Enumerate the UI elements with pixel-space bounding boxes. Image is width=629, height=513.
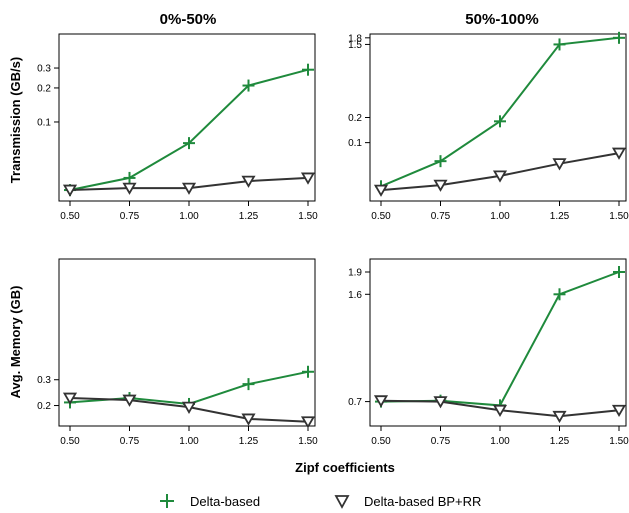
data-point-bprr <box>552 410 567 424</box>
data-point-delta <box>494 115 506 128</box>
y-tick-label: 0.3 <box>37 375 51 386</box>
chart-panels: 0.50 0.75 1.00 1.25 1.50 0.1 0.2 0.3 0.50 0.75 1.0… <box>37 31 629 447</box>
x-tick-label: 0.50 <box>60 211 80 222</box>
data-point-bprr <box>433 179 448 192</box>
x-tick-label: 1.00 <box>179 211 199 222</box>
data-point-bprr <box>181 401 197 414</box>
x-tick-label: 0.50 <box>371 211 391 222</box>
data-point-bprr <box>552 158 567 171</box>
series-line-delta <box>69 68 309 191</box>
panel-transmission-50-100: 0.50 0.75 1.00 1.25 1.50 0.1 0.2 1.51.8 <box>348 31 629 222</box>
y-tick-label: 1.9 <box>348 267 362 278</box>
data-point-bprr <box>492 404 508 418</box>
data-point-bprr <box>373 395 389 408</box>
data-point-bprr <box>122 394 137 407</box>
y-tick-label: 1.5 <box>348 40 362 51</box>
x-tick-label: 0.75 <box>120 211 140 222</box>
series-line-delta <box>380 271 620 407</box>
plot-frame <box>58 258 316 427</box>
data-point-bprr <box>611 404 627 418</box>
data-point-bprr <box>241 413 256 426</box>
y-tick-label: 0.2 <box>37 401 51 412</box>
legend: Delta-based Delta-based BP+RR <box>160 494 481 509</box>
data-point-delta <box>302 365 314 378</box>
y-tick-label: 0.7 <box>348 397 362 408</box>
data-point-bprr <box>300 172 316 185</box>
data-point-bprr <box>611 147 627 160</box>
y-tick-label: 0.1 <box>37 117 51 128</box>
x-tick-label: 1.50 <box>298 211 318 222</box>
x-tick-label: 1.50 <box>609 211 629 222</box>
legend-marker-delta <box>160 494 174 508</box>
series-line-delta <box>380 36 620 188</box>
ylabel-row-top: Transmission (GB/s) <box>8 57 23 183</box>
data-point-delta <box>183 137 195 150</box>
x-tick-label: 1.00 <box>490 211 510 222</box>
x-tick-label: 0.75 <box>431 211 451 222</box>
ylabel-row-bottom: Avg. Memory (GB) <box>8 286 23 399</box>
y-tick-label: 0.3 <box>37 64 51 75</box>
legend-label-delta: Delta-based <box>190 494 260 509</box>
data-point-bprr <box>433 396 448 409</box>
x-tick-label: 1.50 <box>298 436 318 447</box>
data-point-delta <box>613 265 625 278</box>
data-point-bprr <box>373 184 389 197</box>
x-tick-label: 1.25 <box>239 211 259 222</box>
data-point-delta <box>434 155 447 168</box>
column-title-left: 0%-50% <box>160 11 217 28</box>
data-point-bprr <box>492 170 508 183</box>
x-tick-label: 0.75 <box>120 436 140 447</box>
plot-frame <box>369 258 627 427</box>
data-point-delta <box>242 378 255 391</box>
x-axis-title: Zipf coefficients <box>295 460 395 475</box>
data-point-bprr <box>62 184 78 197</box>
panel-transmission-0-50: 0.50 0.75 1.00 1.25 1.50 0.1 0.2 0.3 <box>37 33 318 222</box>
data-point-delta <box>553 38 566 51</box>
column-title-right: 50%-100% <box>465 11 538 28</box>
y-tick-label: 0.1 <box>348 138 362 149</box>
data-point-bprr <box>181 182 197 195</box>
y-tick-label: 1.8 <box>348 33 362 44</box>
x-tick-label: 1.00 <box>179 436 199 447</box>
plot-frame <box>58 33 316 202</box>
x-tick-label: 0.50 <box>371 436 391 447</box>
y-tick-label: 0.2 <box>348 113 362 124</box>
data-point-bprr <box>62 392 78 405</box>
x-tick-label: 0.50 <box>60 436 80 447</box>
x-tick-label: 1.25 <box>239 436 259 447</box>
x-tick-label: 1.00 <box>490 436 510 447</box>
y-tick-label: 1.6 <box>348 290 362 301</box>
x-tick-label: 0.75 <box>431 436 451 447</box>
data-point-bprr <box>241 175 256 188</box>
panel-memory-50-100: 0.50 0.75 1.00 1.25 1.50 0.7 1.6 1.9 <box>348 258 629 447</box>
x-tick-label: 1.25 <box>550 211 570 222</box>
data-point-delta <box>242 79 255 92</box>
panel-memory-0-50: 0.50 0.75 1.00 1.25 1.50 0.2 0.3 <box>37 258 318 447</box>
data-point-delta <box>123 171 136 184</box>
legend-label-bprr: Delta-based BP+RR <box>364 494 481 509</box>
y-tick-label: 0.2 <box>37 83 51 94</box>
x-tick-label: 1.25 <box>550 436 570 447</box>
data-point-bprr <box>122 182 137 195</box>
data-point-bprr <box>300 416 316 429</box>
x-tick-label: 1.50 <box>609 436 629 447</box>
data-point-delta <box>553 288 566 301</box>
legend-marker-bprr <box>334 495 350 509</box>
data-point-delta <box>613 31 625 44</box>
data-point-delta <box>302 63 314 76</box>
